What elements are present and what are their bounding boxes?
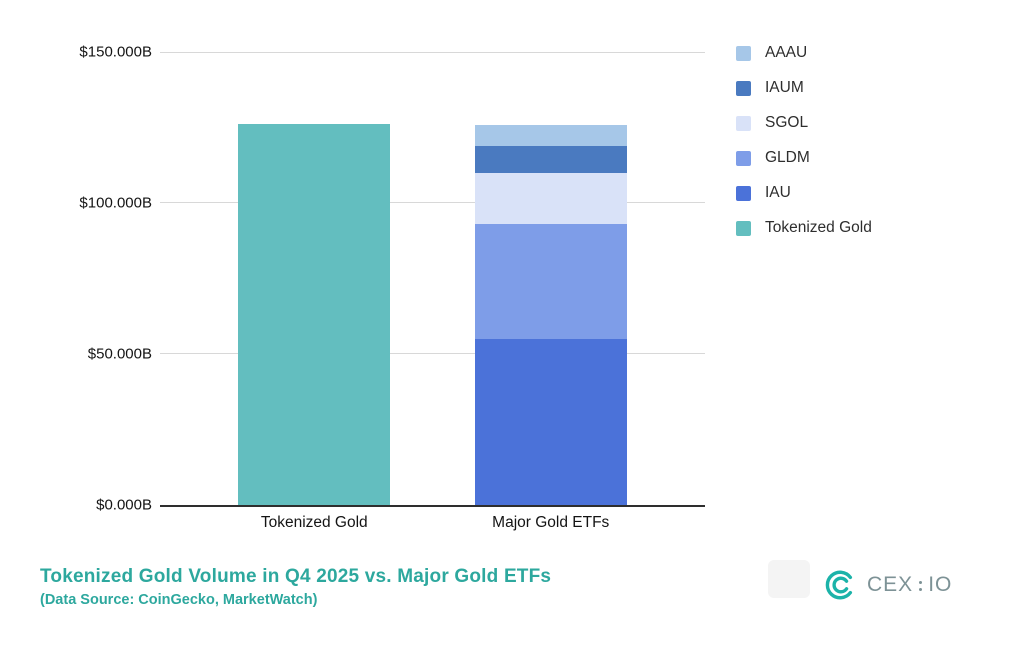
legend-label: Tokenized Gold: [765, 219, 872, 236]
legend-swatch-tokenized-gold: [736, 220, 751, 236]
chart-subtitle: (Data Source: CoinGecko, MarketWatch): [40, 592, 318, 608]
footer-title-block: Tokenized Gold Volume in Q4 2025 vs. Maj…: [40, 566, 551, 608]
legend-swatch-iaum: [736, 80, 751, 96]
bar-segment-sgol: [474, 172, 627, 225]
bar-segment-tokenized-gold: [238, 124, 391, 505]
bars-row: [160, 52, 705, 505]
gridlines: [160, 52, 705, 505]
legend-item-sgol: SGOL: [736, 114, 872, 132]
brand-logo: CEX IO: [824, 568, 952, 602]
legend-label: IAUM: [765, 79, 804, 96]
y-tick-label: $150.000B: [79, 43, 152, 61]
legend-swatch-iau: [736, 185, 751, 201]
legend-swatch-gldm: [736, 150, 751, 166]
gridline-150: [160, 52, 705, 53]
x-tick-label-tokenized-gold: Tokenized Gold: [260, 514, 368, 531]
plot-area: [160, 52, 705, 507]
chart-title: Tokenized Gold Volume in Q4 2025 vs. Maj…: [40, 566, 552, 587]
legend: AAAU IAUM SGOL GLDM IAU Tokenized Gold: [736, 44, 872, 237]
y-tick-label: $100.000B: [79, 194, 152, 212]
brand-suffix: IO: [928, 573, 953, 596]
legend-label: GLDM: [765, 149, 810, 166]
bar-major-gold-etfs: [474, 124, 627, 505]
bar-segment-iaum: [474, 145, 627, 173]
bar-segment-aaau: [474, 124, 627, 146]
legend-item-iau: IAU: [736, 184, 872, 202]
x-axis-labels: Tokenized Gold Major Gold ETFs: [160, 514, 705, 532]
gridline-50: [160, 353, 705, 354]
legend-item-gldm: GLDM: [736, 149, 872, 167]
legend-label: IAU: [765, 184, 791, 201]
legend-swatch-aaau: [736, 45, 751, 61]
gridline-100: [160, 202, 705, 203]
legend-item-tokenized-gold: Tokenized Gold: [736, 219, 872, 237]
y-tick-label: $0.000B: [96, 496, 152, 514]
brand-wordmark: CEX IO: [867, 573, 952, 597]
legend-label: AAAU: [765, 44, 808, 61]
brand-name: CEX: [867, 573, 914, 596]
legend-swatch-sgol: [736, 115, 751, 131]
cex-logo-icon: [824, 568, 858, 602]
legend-item-aaau: AAAU: [736, 44, 872, 62]
logo-separator-dots: [919, 579, 923, 591]
y-axis-labels: $150.000B $100.000B $50.000B $0.000B: [40, 44, 152, 514]
legend-label: SGOL: [765, 114, 809, 131]
legend-item-iaum: IAUM: [736, 79, 872, 97]
y-tick-label: $50.000B: [87, 345, 152, 363]
x-tick-label-major-gold-etfs: Major Gold ETFs: [492, 514, 610, 531]
bar-segment-iau: [474, 338, 627, 505]
watermark-box: [768, 560, 810, 598]
bar-segment-gldm: [474, 224, 627, 339]
bar-tokenized-gold: [238, 124, 391, 505]
